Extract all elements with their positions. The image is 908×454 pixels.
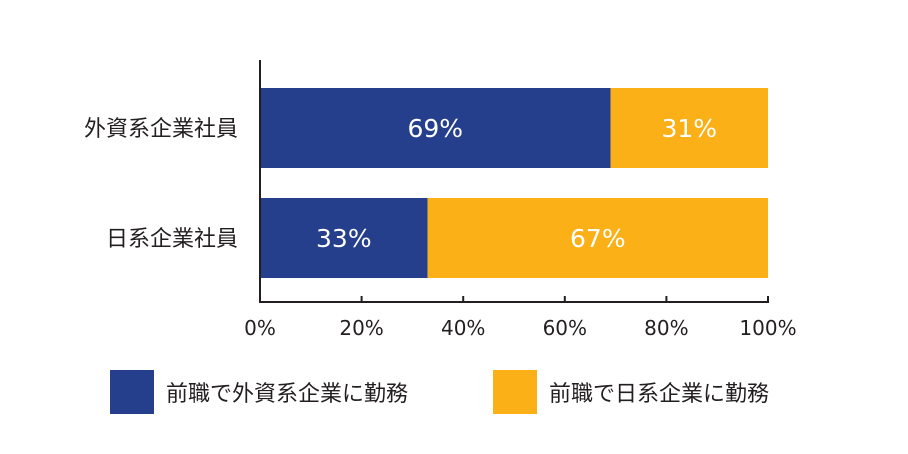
category-label-0: 外資系企業社員 <box>84 117 238 142</box>
x-tick-label-2: 40% <box>441 316 485 340</box>
x-tick-label-0: 0% <box>244 316 276 340</box>
legend-label-japanese: 前職で日系企業に勤務 <box>549 382 770 407</box>
bar-segment-0-0 <box>260 88 611 168</box>
legend-item-foreign: 前職で外資系企業に勤務 <box>110 370 408 414</box>
bar-segment-1-1 <box>427 198 768 278</box>
bar-segment-1-0 <box>260 198 428 278</box>
data-label-0-1: 31% <box>661 114 717 143</box>
legend-label-foreign: 前職で外資系企業に勤務 <box>166 382 409 407</box>
data-label-1-0: 33% <box>316 224 372 253</box>
x-tick-label-5: 100% <box>739 316 796 340</box>
legend: 前職で外資系企業に勤務 前職で日系企業に勤務 <box>0 370 908 414</box>
bar-segment-0-1 <box>610 88 768 168</box>
x-tick-label-1: 20% <box>339 316 383 340</box>
category-label-1: 日系企業社員 <box>106 227 238 252</box>
x-tick-label-4: 80% <box>644 316 688 340</box>
legend-swatch-japanese <box>493 370 537 414</box>
x-tick-label-3: 60% <box>543 316 587 340</box>
legend-item-japanese: 前職で日系企業に勤務 <box>493 370 769 414</box>
data-label-0-0: 69% <box>407 114 463 143</box>
legend-swatch-foreign <box>110 370 154 414</box>
data-label-1-1: 67% <box>570 224 626 253</box>
